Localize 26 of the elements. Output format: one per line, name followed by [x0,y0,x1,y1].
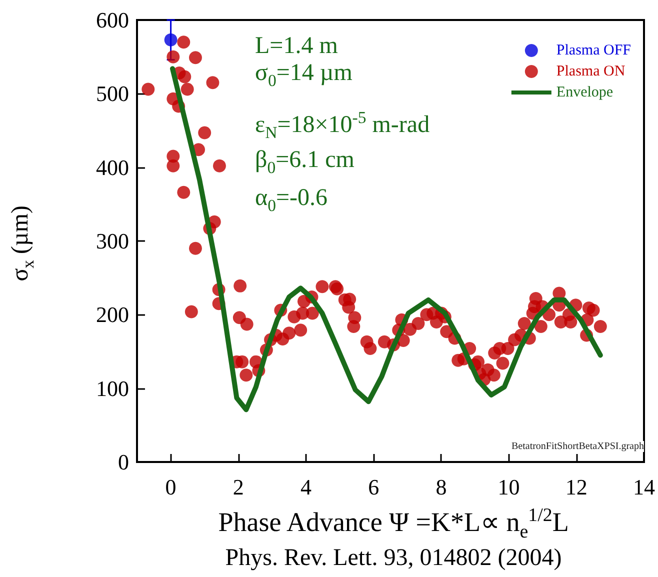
y-tick-label: 100 [96,376,129,401]
annotation: BetatronFitShortBetaXPSI.graph [512,441,644,452]
x-tick-label: 4 [300,474,312,500]
x-tick-label: 2 [232,474,244,500]
y-tick-label: 600 [96,8,129,32]
legend-label: Plasma OFF [556,42,632,58]
x-tick-label: 14 [633,474,655,500]
x-tick-label: 10 [498,474,520,500]
x-tick-label: 6 [368,474,380,500]
annotation: β$_{0}$=6.1 cm [255,147,354,178]
x-tick-label: 0 [165,474,176,500]
annotation: ε$_{N}$=18×10$^{-5}$ m-rad [255,108,430,143]
annotation: α$_{0}$=-0.6 [255,185,328,216]
y-tick-label: 200 [96,302,129,328]
y-tick-label: 400 [96,154,129,180]
y-tick-label: 500 [96,81,129,106]
legend-label: Envelope [556,84,614,100]
annotation: L=1.4 m [255,33,338,60]
x-tick-label: 12 [565,474,588,500]
y-tick-label: 300 [96,228,129,254]
text: Phys. Rev. Lett. 93, 014802 (2004) [224,545,563,572]
legend-label: Plasma ON [556,64,626,80]
annotation: σ$_{0}$=14 µm [255,60,352,91]
y-tick-label: 0 [118,450,129,474]
x-tick-label: 8 [436,474,447,500]
x-axis-title: Phase Advance Ψ =K*L∝ n$_{e}$$^{1/2}$L [217,505,570,544]
